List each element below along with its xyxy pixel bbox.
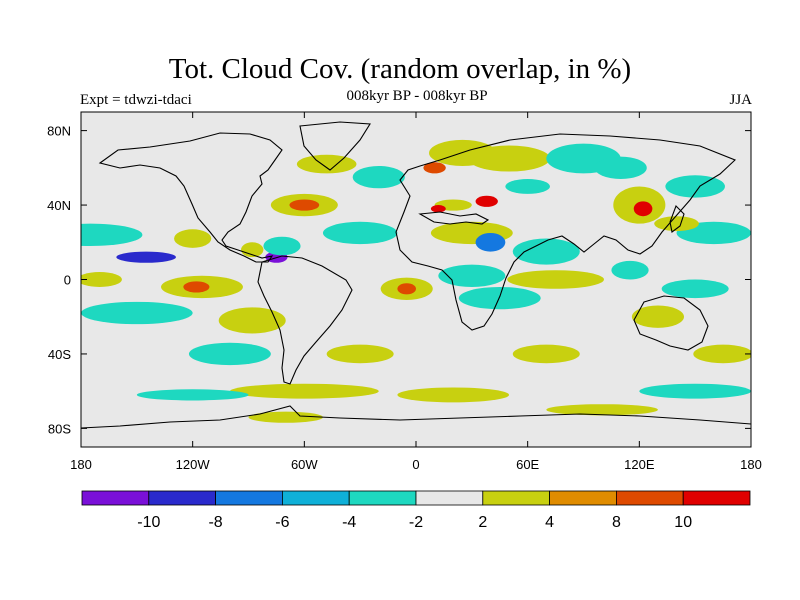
anomaly-patch-29 [438,264,506,287]
anomaly-field [81,139,751,423]
x-tick-label-6: 180 [740,457,762,472]
axis-ticks: 180 120W 60W 0 60E 120E 180 80N 40N 0 40S 80S [47,112,762,472]
anomaly-patch-33 [512,238,580,265]
anomaly-patch-49 [248,411,323,423]
anomaly-patch-18 [352,165,405,189]
colorbar-label-7: 8 [612,514,621,531]
anomaly-patch-48 [136,389,249,401]
x-tick-label-3: 0 [412,457,419,472]
anomaly-patch-5 [81,272,122,287]
anomaly-patch-46 [639,383,751,399]
colorbar: -10 -8 -6 -4 -2 2 4 8 10 [81,490,751,531]
colorbar-swatch-3 [281,490,350,506]
coast-south-america [257,255,353,385]
anomaly-patch-14 [322,221,398,245]
anomaly-patch-37 [633,201,653,217]
anomaly-patch-38 [594,156,647,179]
colorbar-label-5: 2 [478,514,487,531]
anomaly-patch-44 [631,305,684,328]
coast-africa-eurasia [395,133,737,331]
chart-title: Tot. Cloud Cov. (random overlap, in %) [168,53,632,85]
anomaly-patch-12 [289,199,320,211]
colorbar-label-6: 4 [545,514,554,531]
colorbar-label-3: -4 [342,514,356,531]
colorbar-swatch-4 [348,490,417,506]
anomaly-patch-35 [512,344,580,364]
colorbar-swatch-8 [616,490,684,506]
anomaly-patch-22 [430,205,446,213]
anomaly-patch-24 [468,145,550,172]
y-tick-label-1: 40N [47,198,71,213]
anomaly-patch-50 [546,404,658,416]
anomaly-patch-9 [229,383,379,399]
anomaly-patch-45 [693,344,751,364]
anomaly-patch-4 [183,281,210,293]
y-tick-label-3: 40S [48,347,71,362]
x-tick-label-2: 60W [291,457,318,472]
anomaly-patch-28 [475,232,506,252]
anomaly-patch-20 [423,162,446,174]
anomaly-patch-10 [326,344,394,364]
anomaly-patch-16 [263,236,301,256]
anomaly-patch-0 [81,223,143,246]
anomaly-patch-6 [81,301,193,325]
coastlines [81,121,751,429]
anomaly-patch-32 [397,283,417,295]
colorbar-swatch-7 [549,490,617,506]
anomaly-patch-39 [665,175,725,198]
y-tick-label-4: 80S [48,421,71,436]
colorbar-swatch-9 [682,490,751,506]
x-tick-label-5: 120E [624,457,655,472]
colorbar-label-4: -2 [409,514,423,531]
colorbar-swatch-6 [482,490,550,506]
coast-greenland [299,121,371,171]
coast-australia [633,295,709,351]
anomaly-patch-2 [174,229,212,248]
colorbar-label-2: -6 [275,514,289,531]
anomaly-patch-23 [475,195,498,207]
anomaly-patch-13 [296,154,357,174]
colorbar-label-0: -10 [137,514,160,531]
chart-subtitle: 008kyr BP - 008kyr BP [346,88,488,104]
anomaly-patch-30 [458,286,541,310]
anomaly-patch-42 [611,260,649,280]
anomaly-patch-34 [507,270,604,289]
season-label: JJA [729,92,752,108]
anomaly-patch-7 [218,307,286,334]
anomaly-patch-1 [116,251,176,263]
y-tick-label-2: 0 [64,273,71,288]
colorbar-label-8: 10 [674,514,692,531]
anomaly-patch-43 [661,279,729,299]
x-tick-label-4: 60E [516,457,539,472]
colorbar-swatch-2 [215,490,283,506]
y-tick-label-0: 80N [47,124,71,139]
colorbar-label-1: -8 [208,514,222,531]
x-tick-label-0: 180 [70,457,92,472]
coast-antarctica [81,405,751,429]
anomaly-patch-47 [397,387,510,403]
colorbar-swatch-5 [415,490,484,506]
colorbar-swatch-0 [81,490,150,506]
coast-mediterranean [418,211,490,225]
anomaly-patch-8 [188,342,271,366]
x-tick-label-1: 120W [176,457,211,472]
experiment-label: Expt = tdwzi-tdaci [80,92,192,108]
coast-japan [669,205,685,233]
coast-north-america [98,132,283,263]
colorbar-swatch-1 [148,490,217,506]
anomaly-patch-26 [505,179,550,194]
